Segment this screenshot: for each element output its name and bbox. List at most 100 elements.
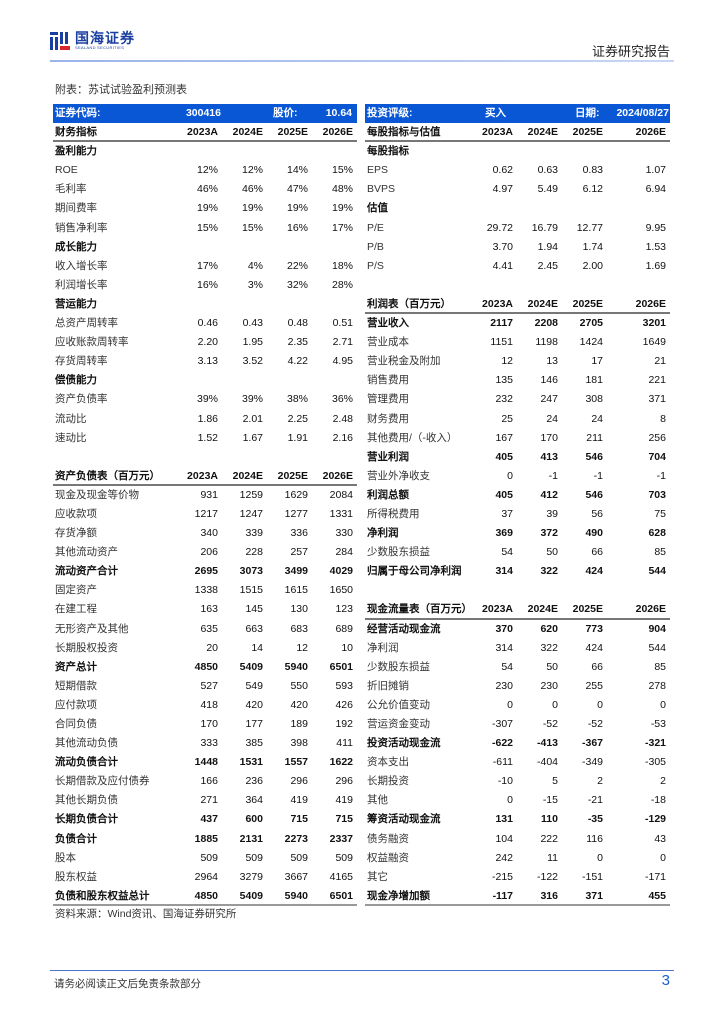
table-row: 应收账款周转率 2.20 1.95 2.35 2.71 (53, 333, 357, 352)
cell-value: 2 (660, 775, 666, 788)
cell-value: 222 (540, 832, 558, 845)
cell-value: 116 (586, 832, 603, 845)
cell-value: 228 (245, 546, 263, 559)
row-label: 营运能力 (55, 297, 97, 310)
cell-value: 5940 (284, 889, 308, 902)
spacer-row (365, 276, 670, 295)
row-label: 每股指标与估值 (367, 126, 441, 139)
row-label: P/S (367, 259, 384, 272)
cell-value: 39 (546, 507, 558, 520)
table-row: 利润增长率 16% 3% 32% 28% (53, 276, 357, 295)
row-label: 债务融资 (367, 832, 409, 845)
section-row: 成长能力 (53, 238, 357, 257)
table-header-row: 利润表（百万元） 2023A 2024E 2025E 2026E (365, 295, 670, 315)
cell-value: 2117 (490, 317, 513, 330)
cell-value: 18% (331, 259, 353, 272)
cell-value: 0.51 (332, 317, 353, 330)
table-row: 其他费用/（-收入） 167 170 211 256 (365, 429, 670, 448)
cell-value: 230 (540, 679, 558, 692)
table-row: 合同负债 170 177 189 192 (53, 715, 357, 734)
table-row: 长期借款及应付债券 166 236 296 296 (53, 772, 357, 791)
cell-value: -622 (491, 737, 513, 750)
table-row: 长期负债合计 437 600 715 715 (53, 810, 357, 829)
table-row: 收入增长率 17% 4% 22% 18% (53, 257, 357, 276)
cell-value: 509 (290, 851, 308, 864)
cell-value: -611 (492, 756, 513, 769)
row-label: 负债和股东权益总计 (55, 889, 150, 902)
cell-value: 230 (495, 679, 513, 692)
row-label: P/E (367, 221, 384, 234)
row-label: 资产总计 (55, 660, 97, 673)
cell-value: 20 (206, 641, 218, 654)
row-label: 筹资活动现金流 (367, 813, 441, 826)
cell-value: 2025E (572, 603, 603, 616)
cell-value: 3.70 (492, 240, 513, 253)
cell-value: 546 (585, 450, 603, 463)
row-label: 折旧摊销 (367, 679, 409, 692)
cell-value: 1.91 (287, 431, 308, 444)
cell-value: 2024E (232, 126, 263, 139)
table-row: 长期股权投资 20 14 12 10 (53, 639, 357, 658)
row-label: 成长能力 (55, 240, 97, 253)
row-label: BVPS (367, 183, 396, 196)
cell-value: 3201 (642, 317, 666, 330)
row-label: 期间费率 (55, 202, 97, 215)
investment-rating: 买入 (485, 107, 506, 119)
cell-value: 424 (585, 565, 603, 578)
cell-value: 2024E (527, 126, 558, 139)
cell-value: 314 (495, 565, 513, 578)
cell-value: 1650 (329, 584, 353, 597)
cell-value: 2026E (322, 469, 353, 482)
cell-value: -52 (542, 718, 558, 730)
stock-code: 300416 (185, 107, 221, 119)
row-label: 其他长期负债 (55, 794, 118, 807)
cell-value: 170 (200, 718, 218, 730)
cell-value: 2131 (239, 832, 263, 845)
cell-value: 931 (200, 488, 218, 501)
row-label: 每股指标 (367, 145, 409, 158)
cell-value: 437 (200, 813, 218, 826)
cell-value: 405 (495, 488, 513, 501)
row-label: 流动负债合计 (55, 756, 118, 769)
table-row: BVPS 4.97 5.49 6.12 6.94 (365, 180, 670, 199)
cell-value: 12 (296, 641, 308, 654)
row-label: 速动比 (55, 431, 87, 444)
row-label: 盈利能力 (55, 145, 97, 158)
cell-value: -117 (492, 889, 513, 902)
page-number: 3 (661, 972, 670, 989)
cell-value: 3073 (239, 565, 263, 578)
cell-value: -10 (497, 775, 513, 788)
cell-value: 1.52 (197, 431, 218, 444)
cell-value: 236 (245, 775, 263, 788)
table-row: 股本 509 509 509 509 (53, 849, 357, 868)
cell-value: 2.20 (197, 336, 218, 349)
cell-value: 15% (196, 221, 218, 234)
logo-mark-icon (50, 32, 70, 50)
cell-value: 2024E (232, 469, 263, 482)
cell-value: 170 (540, 431, 558, 444)
data-source-note: 资料来源：Wind资讯、国海证券研究所 (55, 908, 237, 920)
cell-value: 1424 (579, 336, 603, 349)
table-header-row: 财务指标 2023A 2024E 2025E 2026E (53, 123, 357, 143)
table-row: 少数股东损益 54 50 66 85 (365, 658, 670, 677)
cell-value: 3667 (284, 870, 308, 883)
row-label: 短期借款 (55, 679, 97, 692)
cell-value: 12 (501, 355, 513, 368)
cell-value: 2023A (187, 126, 218, 139)
cell-value: 330 (335, 527, 353, 540)
cell-value: 5 (552, 775, 558, 788)
cell-value: 2705 (579, 317, 603, 330)
cell-value: 271 (200, 794, 218, 807)
table-row: 公允价值变动 0 0 0 0 (365, 696, 670, 715)
cell-value: 420 (245, 698, 263, 711)
table-row: P/S 4.41 2.45 2.00 1.69 (365, 257, 670, 276)
cell-value: 385 (245, 737, 263, 750)
table-row: 销售净利率 15% 15% 16% 17% (53, 219, 357, 238)
cell-value: 9.95 (645, 221, 666, 234)
table-row: 短期借款 527 549 550 593 (53, 677, 357, 696)
section-row: 营运能力 (53, 295, 357, 314)
row-label: 权益融资 (367, 851, 409, 864)
cell-value: 2.16 (332, 431, 353, 444)
cell-value: 2023A (482, 297, 513, 310)
cell-value: 16% (196, 278, 218, 291)
